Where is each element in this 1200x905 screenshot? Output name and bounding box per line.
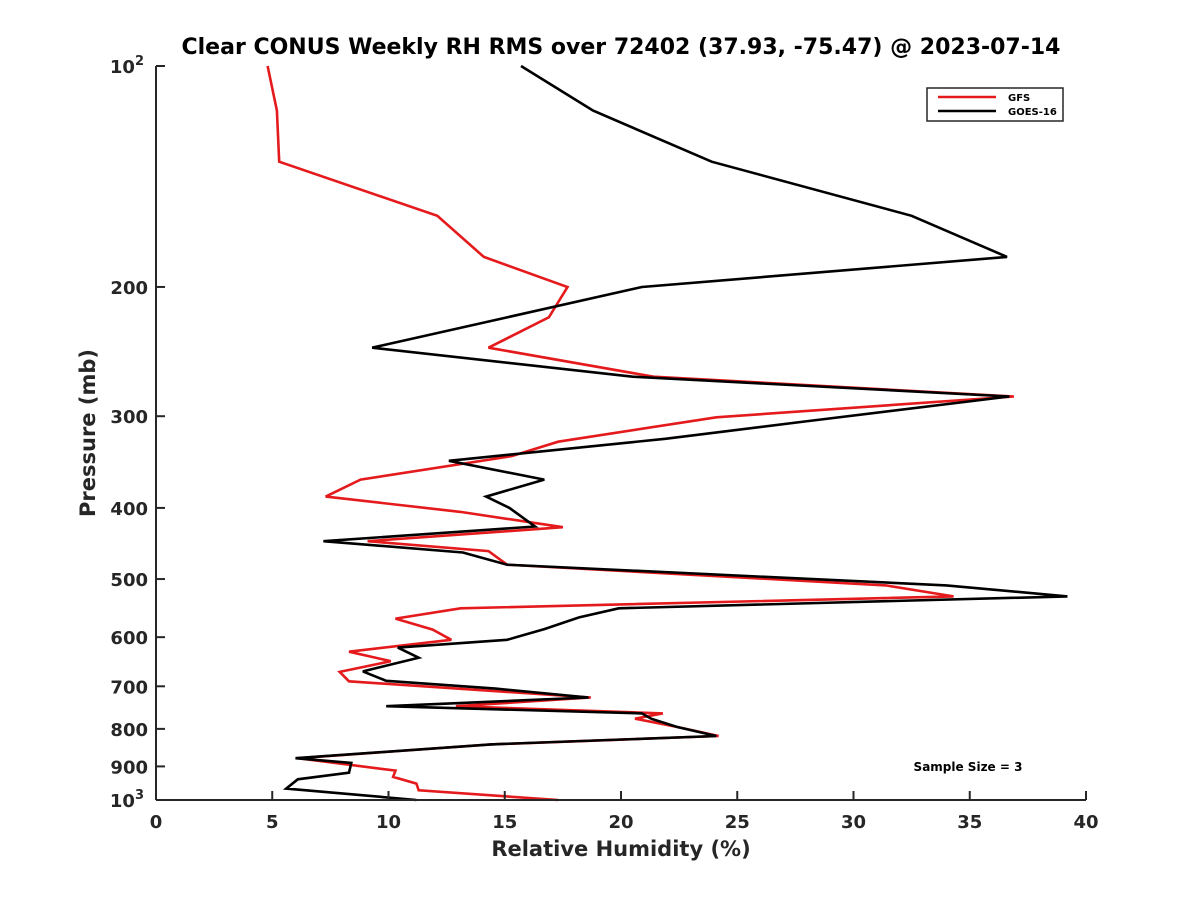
legend-label-goes-16: GOES-16 [1008, 107, 1057, 118]
y-tick-label: 200 [110, 278, 148, 299]
y-tick-label: 900 [110, 757, 148, 778]
sample-size-annotation: Sample Size = 3 [914, 760, 1023, 774]
y-tick-label: 600 [110, 628, 148, 649]
x-axis-label: Relative Humidity (%) [491, 837, 750, 861]
chart-title: Clear CONUS Weekly RH RMS over 72402 (37… [182, 35, 1061, 60]
y-tick-label: 500 [110, 570, 148, 591]
x-tick-label: 0 [150, 812, 163, 833]
x-tick-label: 15 [492, 812, 517, 833]
series-line-goes-16 [282, 64, 1068, 802]
x-tick-label: 5 [266, 812, 279, 833]
y-tick-label: 103 [110, 788, 144, 812]
y-tick-label: 700 [110, 677, 148, 698]
legend: GFS GOES-16 [926, 87, 1064, 122]
x-tick-label: 35 [957, 812, 982, 833]
x-tick-label: 20 [608, 812, 633, 833]
x-tick-label: 40 [1073, 812, 1098, 833]
y-tick-label: 400 [110, 499, 148, 520]
x-tick-label: 30 [841, 812, 866, 833]
y-tick-label: 102 [110, 54, 144, 78]
y-tick-label: 300 [110, 407, 148, 428]
x-tick-label: 25 [725, 812, 750, 833]
x-tick-label: 10 [376, 812, 401, 833]
y-tick-label: 800 [110, 720, 148, 741]
legend-box [926, 87, 1064, 122]
legend-label-gfs: GFS [1008, 93, 1030, 104]
series-line-gfs [266, 65, 1014, 802]
y-axis-label: Pressure (mb) [76, 349, 100, 517]
